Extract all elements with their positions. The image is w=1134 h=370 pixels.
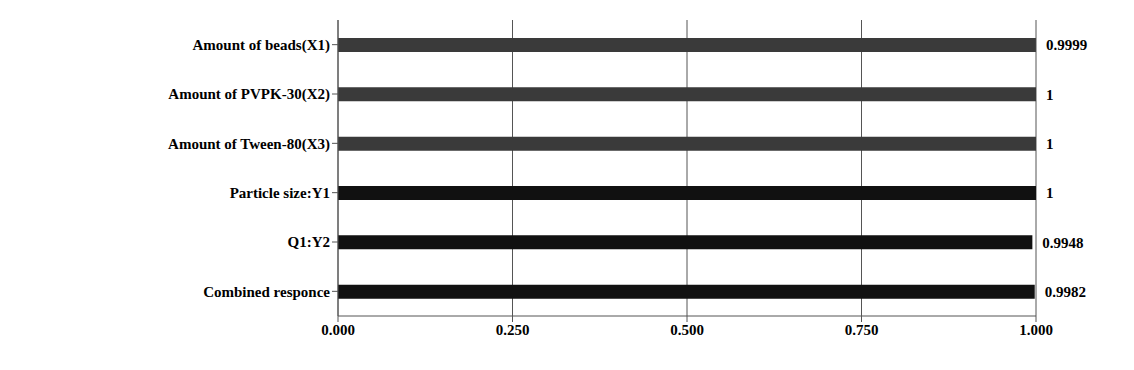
svg-text:1: 1 xyxy=(1046,136,1054,152)
svg-text:Q1:Y2: Q1:Y2 xyxy=(288,234,331,250)
svg-text:0.250: 0.250 xyxy=(496,322,530,338)
svg-text:0.750: 0.750 xyxy=(845,322,879,338)
svg-text:0.9948: 0.9948 xyxy=(1042,235,1083,251)
svg-text:0.500: 0.500 xyxy=(670,322,704,338)
svg-text:Particle size:Y1: Particle size:Y1 xyxy=(230,185,330,201)
svg-text:1: 1 xyxy=(1046,185,1054,201)
svg-text:Combined responce: Combined responce xyxy=(203,284,330,300)
svg-text:0.9999: 0.9999 xyxy=(1046,37,1087,53)
svg-text:0.000: 0.000 xyxy=(321,322,355,338)
svg-text:Amount of PVPK-30(X2): Amount of PVPK-30(X2) xyxy=(168,86,330,103)
svg-text:1.000: 1.000 xyxy=(1019,322,1053,338)
svg-text:1: 1 xyxy=(1046,87,1054,103)
svg-text:Amount of Tween-80(X3): Amount of Tween-80(X3) xyxy=(168,136,330,153)
svg-text:0.9982: 0.9982 xyxy=(1045,284,1086,300)
svg-text:Amount of beads(X1): Amount of beads(X1) xyxy=(192,37,330,54)
